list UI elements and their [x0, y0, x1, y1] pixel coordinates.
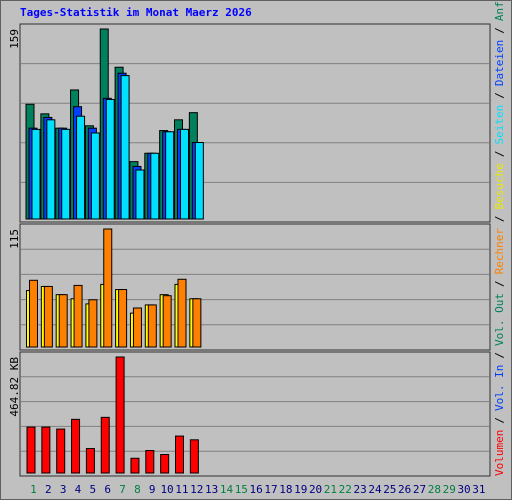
bar: [135, 169, 145, 220]
bar: [132, 307, 142, 348]
x-tick-label: 29: [443, 483, 456, 496]
bar: [194, 142, 204, 220]
x-tick-label: 6: [104, 483, 111, 496]
legend-separator: /: [493, 417, 506, 424]
bar: [180, 128, 189, 220]
x-tick-label: 13: [205, 483, 218, 496]
x-tick-label: 25: [383, 483, 396, 496]
x-tick-label: 10: [160, 483, 173, 496]
x-tick-label: 11: [175, 483, 188, 496]
bar: [71, 418, 81, 474]
legend-separator: /: [493, 280, 506, 287]
x-tick-label: 22: [339, 483, 352, 496]
x-tick-label: 23: [354, 483, 367, 496]
bar: [88, 299, 98, 348]
bar: [177, 278, 187, 348]
x-tick-label: 17: [264, 483, 277, 496]
x-tick-label: 18: [279, 483, 292, 496]
bar: [76, 115, 86, 220]
bar: [85, 448, 95, 474]
x-tick-label: 21: [324, 483, 337, 496]
bar: [73, 284, 83, 348]
legend-separator: /: [493, 27, 506, 34]
x-tick-label: 15: [235, 483, 248, 496]
x-tick-label: 14: [220, 483, 234, 496]
x-tick-label: 26: [398, 483, 411, 496]
legend-entry: Vol. In: [493, 365, 506, 411]
bar: [61, 128, 71, 220]
bar: [43, 285, 53, 348]
x-tick-label: 12: [190, 483, 203, 496]
bar: [147, 304, 157, 348]
bar: [103, 228, 113, 348]
bar: [100, 416, 110, 474]
legend-entry: Seiten: [493, 105, 506, 145]
bar: [192, 298, 202, 348]
x-tick-label: 28: [428, 483, 441, 496]
x-tick-label: 24: [368, 483, 382, 496]
x-tick-label: 27: [413, 483, 426, 496]
bar: [189, 439, 199, 474]
x-tick-label: 3: [60, 483, 67, 496]
x-tick-label: 4: [75, 483, 82, 496]
bar: [162, 295, 172, 348]
bar: [150, 152, 160, 220]
legend-separator: /: [493, 352, 506, 359]
x-tick-label: 20: [309, 483, 322, 496]
legend-entry: Vol. Out: [493, 293, 506, 346]
bar: [41, 426, 51, 474]
bar: [165, 131, 175, 220]
bar: [56, 428, 66, 474]
bar: [31, 128, 41, 220]
bar: [120, 75, 130, 220]
y-max-label: 115: [8, 229, 21, 249]
bar: [115, 356, 125, 474]
panel: [19, 223, 491, 351]
y-max-label: 159: [8, 29, 21, 49]
legend-entry: Besuche: [493, 163, 506, 209]
bar: [118, 289, 128, 348]
chart-title: Tages-Statistik im Monat Maerz 2026: [20, 6, 252, 19]
legend-entry: Rechner: [493, 228, 506, 275]
bar: [46, 119, 56, 220]
legend-entry: Anfragen: [493, 0, 506, 21]
x-tick-label: 8: [134, 483, 141, 496]
bar: [160, 454, 170, 474]
x-tick-label: 7: [119, 483, 126, 496]
legend-separator: /: [493, 215, 506, 222]
bar: [175, 435, 184, 474]
legend-entry: Volumen: [493, 430, 506, 476]
x-tick-label: 5: [90, 483, 97, 496]
bar: [105, 99, 115, 220]
bar: [58, 294, 68, 348]
x-tick-label: 9: [149, 483, 156, 496]
x-tick-label: 30: [457, 483, 470, 496]
legend-separator: /: [493, 92, 506, 99]
x-tick-label: 2: [45, 483, 52, 496]
bar: [26, 426, 36, 474]
x-tick-label: 19: [294, 483, 307, 496]
bar: [130, 457, 140, 474]
x-tick-label: 1: [30, 483, 37, 496]
x-tick-label: 16: [250, 483, 263, 496]
legend-separator: /: [493, 150, 506, 157]
legend: Volumen / Vol. In / Vol. Out / Rechner / Besuche…: [493, 0, 506, 476]
bar: [90, 132, 100, 220]
x-tick-label: 31: [472, 483, 485, 496]
legend-entry: Dateien: [493, 40, 506, 86]
y-max-label: 464.82 KB: [8, 357, 21, 417]
panel: [19, 351, 491, 477]
bar: [145, 450, 155, 474]
bar: [29, 279, 38, 348]
